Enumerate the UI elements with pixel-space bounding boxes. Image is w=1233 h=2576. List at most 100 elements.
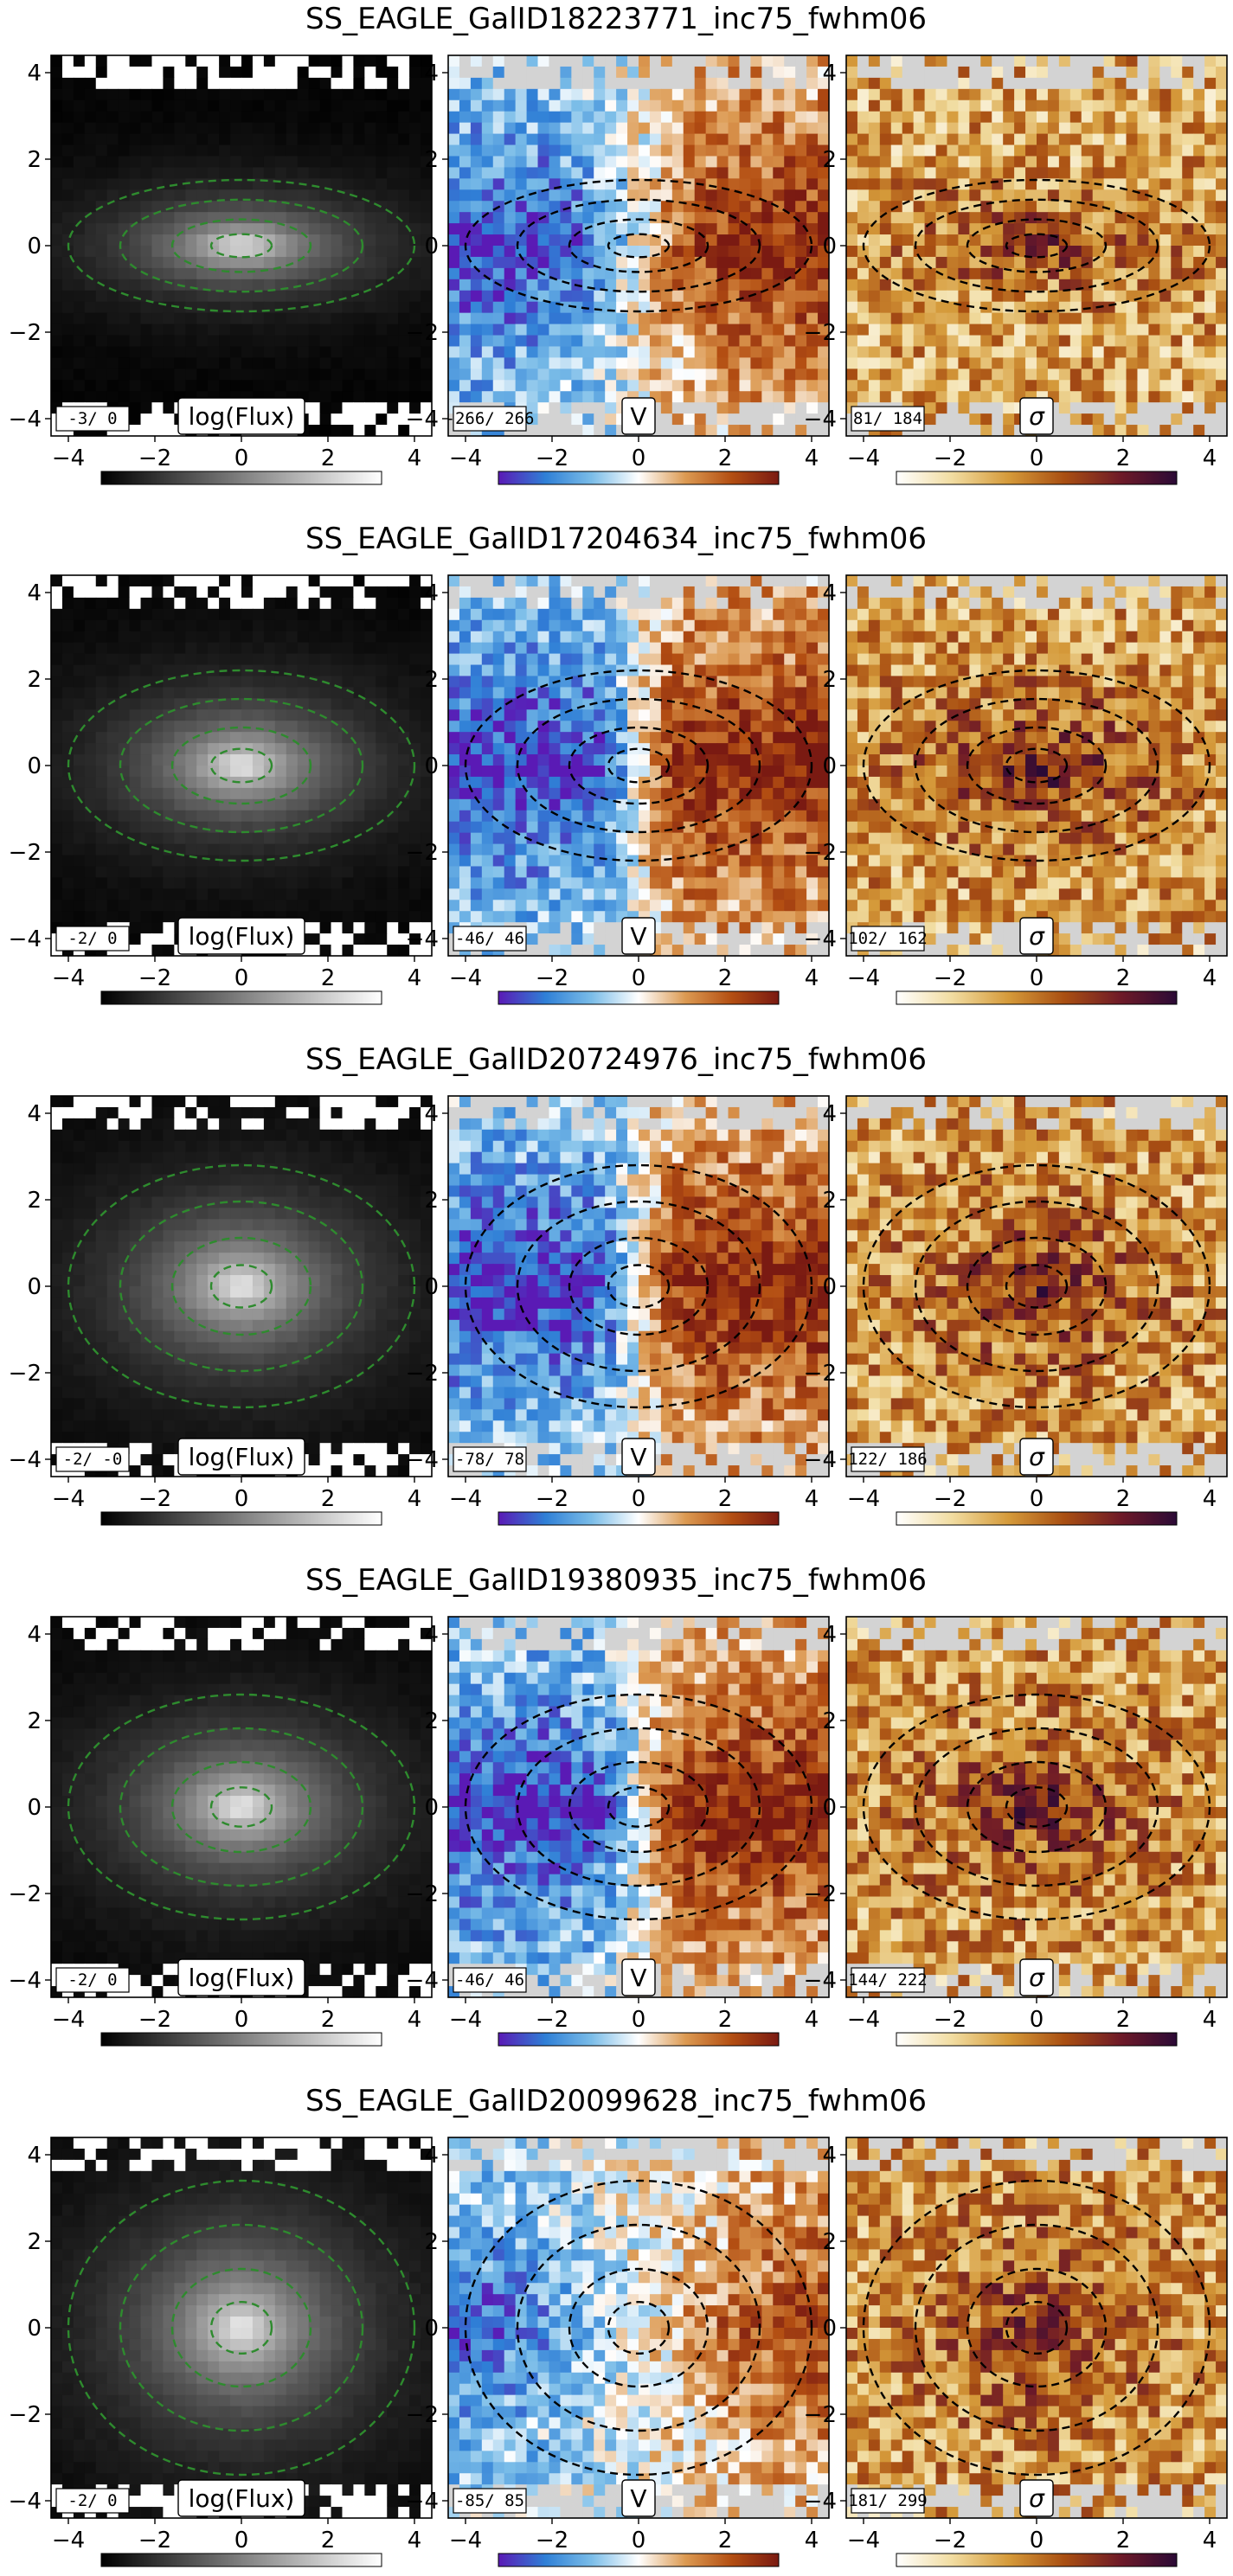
- map-pixel: [694, 66, 707, 79]
- map-pixel: [185, 798, 197, 811]
- map-pixel: [263, 900, 276, 912]
- map-pixel: [1148, 88, 1160, 101]
- map-pixel: [616, 55, 628, 67]
- map-pixel: [1193, 391, 1205, 403]
- map-pixel: [387, 66, 399, 79]
- map-pixel: [605, 99, 617, 112]
- map-pixel: [716, 575, 729, 587]
- map-pixel: [252, 676, 265, 689]
- map-pixel: [1171, 133, 1183, 146]
- map-pixel: [571, 122, 583, 135]
- map-pixel: [376, 346, 388, 359]
- map-pixel: [118, 653, 131, 666]
- map-pixel: [1193, 111, 1205, 124]
- y-tick-label: 0: [27, 234, 42, 260]
- map-pixel: [364, 357, 376, 369]
- map-pixel: [537, 608, 550, 621]
- map-pixel: [319, 99, 332, 112]
- map-pixel: [1014, 189, 1026, 202]
- map-pixel: [241, 608, 254, 621]
- map-pixel: [1092, 88, 1105, 101]
- map-pixel: [660, 312, 673, 325]
- map-pixel: [286, 810, 299, 823]
- map-pixel: [208, 855, 220, 868]
- map-pixel: [1069, 346, 1082, 359]
- map-pixel: [140, 687, 153, 699]
- map-pixel: [308, 156, 321, 169]
- map-pixel: [537, 234, 550, 247]
- map-pixel: [421, 821, 432, 834]
- map-pixel: [1159, 368, 1172, 381]
- map-pixel: [331, 743, 344, 755]
- map-pixel: [61, 290, 74, 303]
- map-pixel: [857, 290, 870, 303]
- map-pixel: [1216, 144, 1227, 157]
- map-pixel: [118, 732, 131, 744]
- map-pixel: [857, 156, 870, 169]
- map-pixel: [95, 368, 108, 381]
- map-pixel: [286, 290, 299, 303]
- map-pixel: [560, 642, 572, 655]
- map-pixel: [1171, 122, 1183, 135]
- map-pixel: [902, 357, 915, 369]
- map-pixel: [129, 144, 142, 157]
- map-pixel: [364, 425, 376, 436]
- map-pixel: [1103, 402, 1116, 414]
- isophote-contour: [170, 726, 312, 805]
- map-pixel: [857, 212, 870, 224]
- map-pixel: [319, 900, 332, 912]
- map-pixel: [594, 111, 606, 124]
- map-pixel: [795, 144, 807, 157]
- map-pixel: [913, 55, 926, 67]
- map-pixel: [51, 77, 63, 90]
- map-pixel: [639, 99, 651, 112]
- map-pixel: [297, 279, 310, 292]
- map-pixel: [879, 391, 892, 403]
- map-pixel: [151, 77, 164, 90]
- map-pixel: [319, 189, 332, 202]
- map-pixel: [537, 357, 550, 369]
- map-pixel: [639, 575, 651, 587]
- map-pixel: [208, 133, 220, 146]
- map-pixel: [1193, 77, 1205, 90]
- map-pixel: [387, 178, 399, 190]
- map-pixel: [1092, 111, 1105, 124]
- map-pixel: [1037, 66, 1049, 79]
- map-pixel: [739, 413, 752, 426]
- map-pixel: [84, 877, 97, 889]
- map-pixel: [571, 256, 583, 269]
- map-pixel: [958, 99, 970, 112]
- map-pixel: [671, 312, 684, 325]
- map-pixel: [448, 234, 460, 247]
- map-pixel: [958, 156, 970, 169]
- map-pixel: [846, 346, 858, 359]
- map-pixel: [51, 335, 63, 348]
- map-pixel: [806, 77, 819, 90]
- map-pixel: [308, 687, 321, 699]
- map-pixel: [163, 178, 175, 190]
- map-pixel: [73, 178, 86, 190]
- map-pixel: [639, 167, 651, 179]
- map-pixel: [118, 832, 131, 845]
- map-pixel: [857, 357, 870, 369]
- map-pixel: [342, 368, 355, 381]
- map-pixel: [890, 335, 903, 348]
- map-pixel: [773, 301, 785, 314]
- map-pixel: [398, 133, 410, 146]
- map-pixel: [118, 391, 131, 403]
- map-pixel: [549, 380, 562, 392]
- map-pixel: [421, 246, 432, 258]
- map-pixel: [716, 99, 729, 112]
- map-pixel: [857, 267, 870, 280]
- map-pixel: [515, 122, 528, 135]
- map-pixel: [308, 312, 321, 325]
- map-pixel: [739, 619, 752, 632]
- map-pixel: [140, 66, 153, 79]
- map-pixel: [106, 843, 119, 856]
- map-pixel: [342, 754, 355, 766]
- map-pixel: [409, 223, 421, 235]
- map-pixel: [208, 687, 220, 699]
- map-pixel: [241, 77, 254, 90]
- map-pixel: [492, 167, 505, 179]
- map-pixel: [728, 77, 741, 90]
